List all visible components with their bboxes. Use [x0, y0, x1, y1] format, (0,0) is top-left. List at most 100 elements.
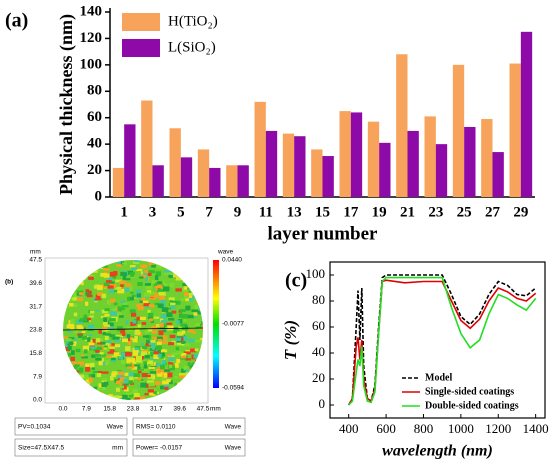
map-cell	[78, 374, 85, 378]
map-cell	[198, 397, 202, 400]
map-cell	[153, 351, 160, 355]
map-cell	[166, 393, 173, 397]
map-cell	[121, 352, 128, 358]
map-cell	[122, 302, 128, 307]
map-cell	[103, 324, 110, 327]
map-cell	[97, 292, 103, 296]
map-cell	[109, 271, 116, 277]
map-cell	[194, 339, 200, 343]
map-cell	[160, 349, 168, 353]
map-cell	[70, 342, 77, 346]
map-cell	[200, 337, 203, 341]
map-cell	[93, 348, 99, 352]
map-cell	[102, 331, 107, 336]
map-cell	[134, 347, 140, 351]
map-cell	[161, 396, 168, 400]
map-cell	[73, 341, 77, 344]
map-cell	[113, 289, 117, 293]
map-cell	[102, 265, 109, 268]
map-cell	[169, 302, 176, 306]
map-cell	[103, 273, 110, 278]
map-cell	[176, 358, 181, 363]
map-cell	[163, 372, 168, 378]
map-cell	[170, 265, 177, 268]
map-cell	[128, 376, 134, 381]
map-cell	[76, 290, 84, 294]
map-cell	[121, 384, 127, 390]
bar	[209, 167, 221, 197]
map-cell	[125, 346, 131, 352]
map-cell	[78, 277, 86, 280]
map-cell	[125, 397, 131, 400]
map-cell	[149, 371, 157, 374]
map-cell	[132, 361, 137, 364]
map-cell	[171, 263, 175, 267]
map-cell	[107, 300, 111, 306]
map-cell	[114, 339, 120, 342]
map-cell	[198, 376, 203, 381]
bar	[350, 112, 363, 197]
map-cell	[67, 345, 72, 350]
map-cell	[130, 321, 137, 327]
map-cell	[198, 272, 202, 276]
map-cell	[175, 337, 182, 341]
map-cell	[127, 357, 134, 360]
table-cell	[132, 417, 246, 436]
map-cell	[177, 382, 184, 386]
map-cell	[179, 314, 184, 317]
map-cell	[193, 294, 198, 297]
map-cell	[71, 388, 79, 393]
map-cell	[72, 361, 78, 366]
map-cell	[194, 348, 199, 352]
map-cell	[144, 283, 151, 286]
map-cell	[82, 265, 90, 268]
map-cell	[114, 344, 121, 348]
map-cell	[169, 283, 175, 287]
map-cell	[74, 328, 79, 334]
map-cell	[140, 351, 148, 357]
bar	[197, 149, 210, 197]
bar	[322, 156, 334, 197]
map-cell	[89, 362, 95, 368]
map-cell	[63, 303, 69, 306]
map-cell	[134, 397, 140, 400]
map-cell	[107, 285, 114, 289]
map-cell	[87, 328, 94, 332]
map-cell	[78, 272, 82, 276]
map-cell	[77, 297, 84, 302]
x-tick-label: 600	[376, 421, 396, 436]
map-cell	[76, 276, 80, 280]
map-cell	[161, 340, 168, 344]
x-tick-label: 3	[149, 204, 157, 220]
x-tick-label: 39.6	[173, 406, 186, 413]
map-cell	[164, 386, 169, 390]
map-cell	[187, 266, 193, 270]
map-cell	[172, 328, 180, 333]
map-cell	[98, 361, 103, 366]
map-cell	[176, 320, 180, 325]
map-cell	[163, 393, 169, 398]
map-cell	[163, 286, 170, 292]
y-tick-label: 7.9	[33, 373, 42, 380]
map-cell	[192, 331, 197, 334]
map-cell	[190, 326, 195, 330]
map-cell	[135, 268, 143, 272]
map-cell	[75, 384, 81, 390]
map-cell	[87, 337, 91, 342]
map-cell	[156, 341, 162, 345]
map-cell	[134, 331, 141, 335]
map-cell	[137, 306, 144, 311]
map-cell	[133, 325, 140, 328]
map-cell	[188, 271, 194, 276]
map-cell	[171, 260, 179, 263]
map-cell	[111, 360, 116, 363]
map-cell	[95, 349, 100, 353]
map-cell	[133, 392, 140, 398]
map-cell	[186, 377, 191, 381]
map-cell	[88, 377, 94, 383]
map-cell	[70, 356, 76, 362]
map-cell	[119, 385, 125, 389]
map-cell	[136, 293, 142, 298]
bar	[520, 31, 533, 198]
map-cell	[125, 283, 132, 287]
